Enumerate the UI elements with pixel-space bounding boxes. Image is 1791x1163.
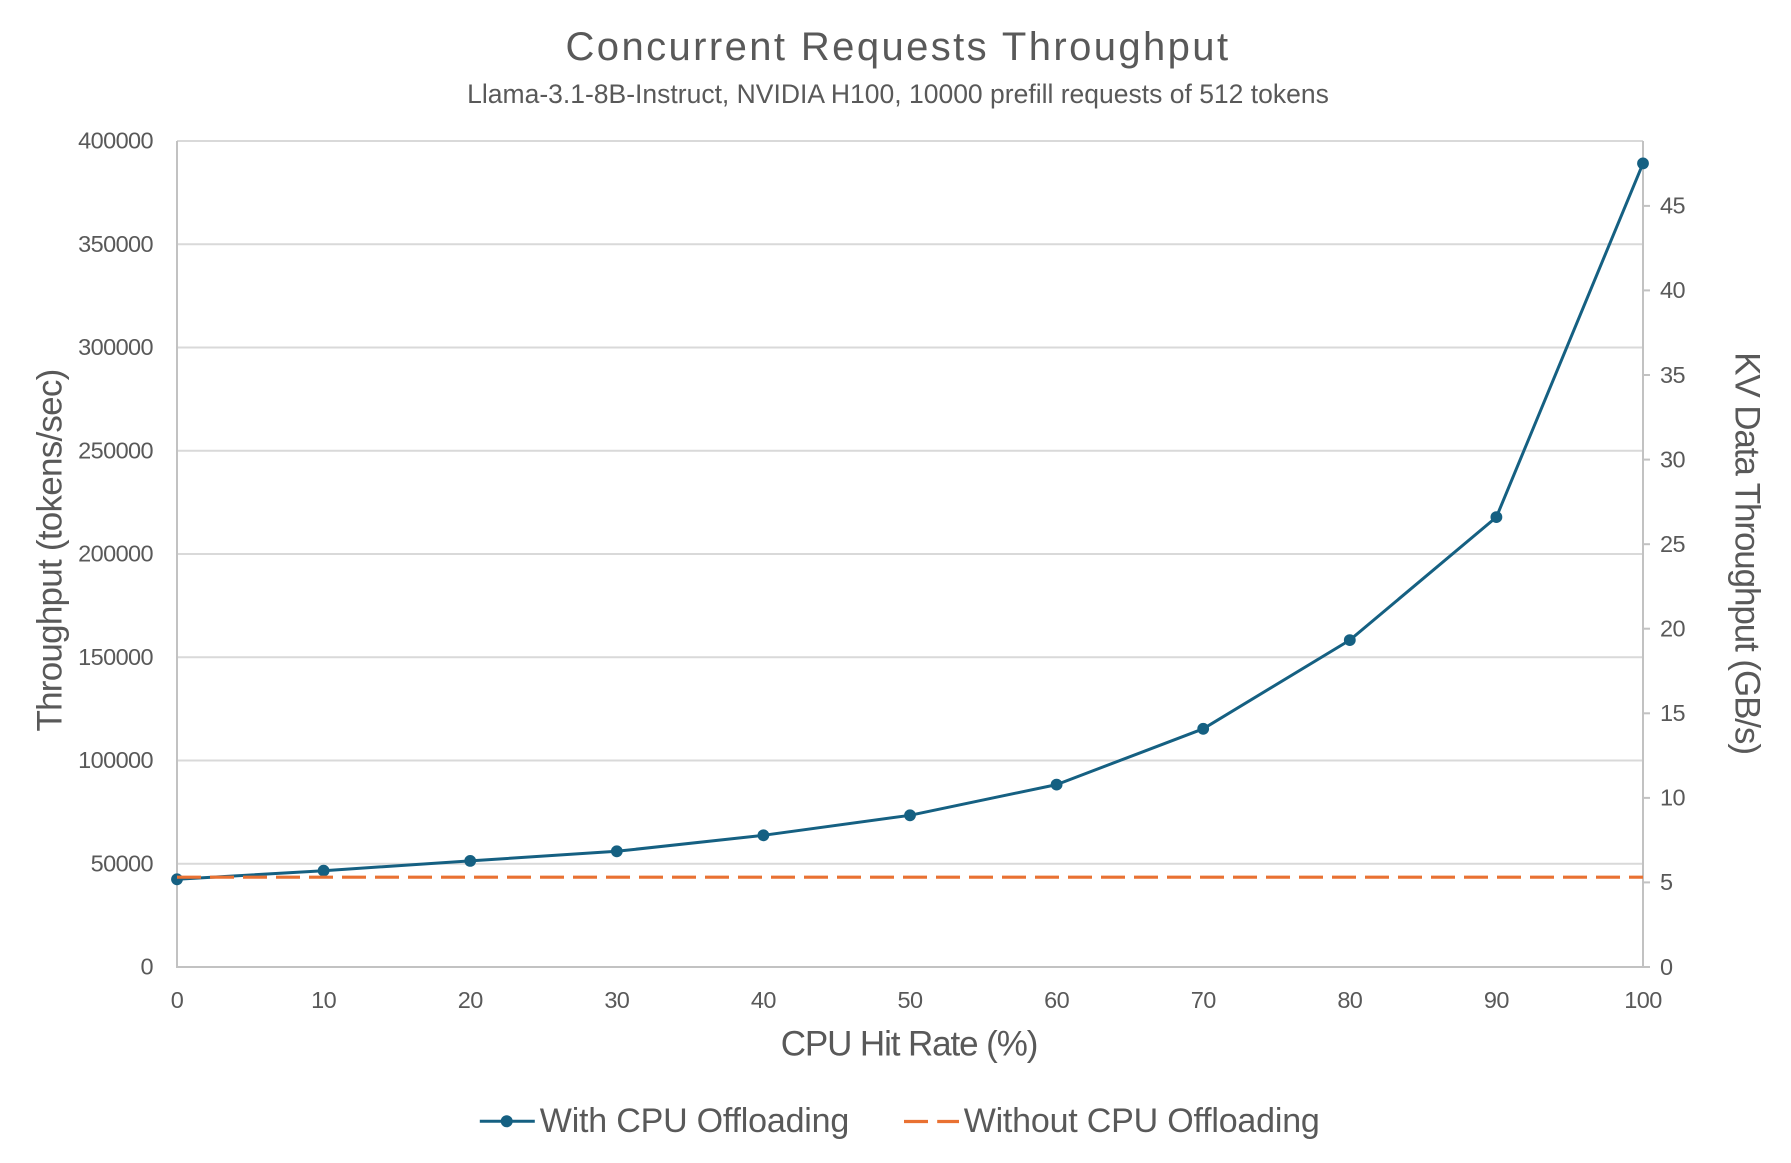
svg-text:20: 20 bbox=[1660, 616, 1685, 642]
svg-text:50: 50 bbox=[898, 987, 923, 1013]
svg-text:Without CPU Offloading: Without CPU Offloading bbox=[964, 1102, 1320, 1140]
svg-text:80: 80 bbox=[1337, 987, 1362, 1013]
svg-text:Llama-3.1-8B-Instruct, NVIDIA: Llama-3.1-8B-Instruct, NVIDIA H100, 1000… bbox=[467, 79, 1329, 109]
svg-text:20: 20 bbox=[458, 987, 483, 1013]
svg-text:KV Data Throughput (GB/s): KV Data Throughput (GB/s) bbox=[1728, 352, 1767, 754]
svg-text:30: 30 bbox=[1660, 446, 1685, 472]
svg-text:100: 100 bbox=[1624, 987, 1662, 1013]
svg-text:Throughput (tokens/sec): Throughput (tokens/sec) bbox=[31, 369, 70, 731]
svg-text:30: 30 bbox=[604, 987, 629, 1013]
svg-text:100000: 100000 bbox=[78, 747, 153, 773]
svg-text:250000: 250000 bbox=[78, 437, 153, 463]
svg-text:400000: 400000 bbox=[78, 128, 153, 154]
svg-text:15: 15 bbox=[1660, 700, 1685, 726]
svg-text:Concurrent Requests Throughput: Concurrent Requests Throughput bbox=[566, 25, 1231, 69]
svg-text:10: 10 bbox=[1660, 785, 1685, 811]
svg-text:45: 45 bbox=[1660, 193, 1685, 219]
svg-text:40: 40 bbox=[1660, 277, 1685, 303]
svg-text:200000: 200000 bbox=[78, 541, 153, 567]
svg-text:10: 10 bbox=[311, 987, 336, 1013]
svg-text:0: 0 bbox=[1660, 954, 1673, 980]
svg-text:With CPU Offloading: With CPU Offloading bbox=[540, 1102, 849, 1140]
svg-text:60: 60 bbox=[1044, 987, 1069, 1013]
svg-text:70: 70 bbox=[1191, 987, 1216, 1013]
svg-text:90: 90 bbox=[1484, 987, 1509, 1013]
svg-text:35: 35 bbox=[1660, 362, 1685, 388]
svg-text:25: 25 bbox=[1660, 531, 1685, 557]
svg-text:CPU Hit Rate (%): CPU Hit Rate (%) bbox=[781, 1025, 1038, 1064]
svg-text:0: 0 bbox=[171, 987, 184, 1013]
svg-text:0: 0 bbox=[141, 954, 154, 980]
svg-text:40: 40 bbox=[751, 987, 776, 1013]
svg-text:5: 5 bbox=[1660, 869, 1673, 895]
svg-text:350000: 350000 bbox=[78, 231, 153, 257]
svg-text:50000: 50000 bbox=[91, 850, 154, 876]
svg-text:300000: 300000 bbox=[78, 334, 153, 360]
svg-text:150000: 150000 bbox=[78, 644, 153, 670]
